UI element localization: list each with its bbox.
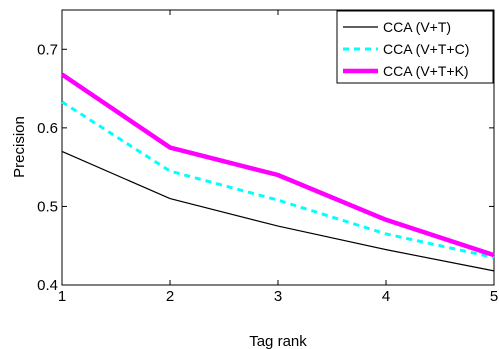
x-axis-title: Tag rank [249, 333, 307, 349]
x-tick-label: 5 [490, 288, 498, 305]
legend: CCA (V+T) CCA (V+T+C) CCA (V+T+K) [337, 11, 493, 83]
y-tick-label: 0.4 [37, 277, 58, 294]
y-tick-label: 0.6 [37, 120, 58, 137]
legend-label-1: CCA (V+T) [383, 19, 451, 35]
y-tick-label: 0.5 [37, 198, 58, 215]
legend-label-2: CCA (V+T+C) [383, 41, 469, 57]
x-tick-label: 3 [274, 288, 282, 305]
y-axis-title: Precision [11, 116, 28, 178]
legend-label-3: CCA (V+T+K) [383, 63, 469, 79]
x-tick-label: 4 [382, 288, 390, 305]
y-tick-label: 0.7 [37, 41, 58, 58]
x-tick-label: 2 [166, 288, 174, 305]
x-tick-label: 1 [58, 288, 66, 305]
